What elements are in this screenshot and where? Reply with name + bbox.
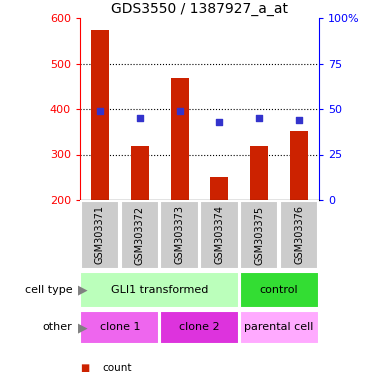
Bar	[250, 146, 268, 200]
Bar	[81, 201, 119, 269]
Text: GSM303373: GSM303373	[175, 205, 185, 265]
Bar	[81, 311, 159, 344]
Text: GSM303375: GSM303375	[254, 205, 264, 265]
Point	[256, 115, 262, 121]
Text: GLI1 transformed: GLI1 transformed	[111, 285, 209, 295]
Point	[177, 108, 183, 114]
Text: clone 2: clone 2	[179, 323, 220, 333]
Text: GSM303371: GSM303371	[95, 205, 105, 265]
Bar	[131, 146, 149, 200]
Bar	[280, 201, 318, 269]
Bar	[240, 311, 319, 344]
Bar	[200, 201, 239, 269]
Text: GSM303376: GSM303376	[294, 205, 304, 265]
Bar	[240, 271, 319, 308]
Bar	[160, 311, 239, 344]
Text: GSM303372: GSM303372	[135, 205, 145, 265]
Bar	[161, 201, 199, 269]
Point	[137, 115, 143, 121]
Text: GSM303374: GSM303374	[214, 205, 224, 265]
Text: count: count	[102, 363, 132, 373]
Text: ▶: ▶	[78, 321, 88, 334]
Bar	[91, 30, 109, 200]
Bar	[210, 177, 229, 200]
Bar	[240, 201, 278, 269]
Point	[97, 108, 103, 114]
Point	[216, 119, 222, 125]
Bar	[121, 201, 159, 269]
Text: ■: ■	[80, 363, 89, 373]
Text: ▶: ▶	[78, 283, 88, 296]
Text: control: control	[260, 285, 299, 295]
Point	[296, 117, 302, 123]
Bar	[171, 78, 188, 200]
Title: GDS3550 / 1387927_a_at: GDS3550 / 1387927_a_at	[111, 2, 288, 16]
Bar	[81, 271, 239, 308]
Bar	[290, 131, 308, 200]
Text: parental cell: parental cell	[244, 323, 314, 333]
Text: other: other	[43, 323, 73, 333]
Text: clone 1: clone 1	[99, 323, 140, 333]
Text: cell type: cell type	[25, 285, 73, 295]
